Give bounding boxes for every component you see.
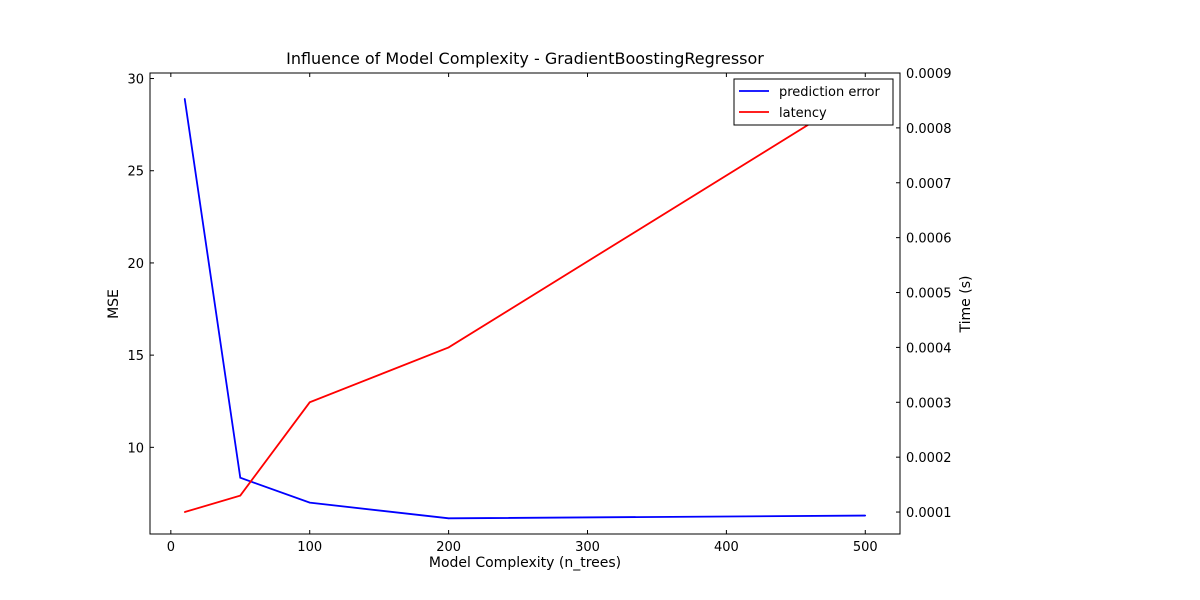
data-point-latency	[447, 346, 450, 349]
y-tick-label-right: 0.0009	[906, 67, 952, 82]
data-point-prediction-error	[308, 501, 311, 504]
series-line-latency	[184, 88, 866, 513]
legend-label-prediction-error: prediction error	[779, 85, 880, 100]
text-layer: Influence of Model Complexity - Gradient…	[106, 49, 974, 571]
y-tick-label-right: 0.0006	[906, 232, 952, 247]
y-tick-label-left: 20	[127, 257, 144, 272]
y-tick-label-left: 30	[127, 73, 144, 88]
data-point-latency	[183, 511, 186, 513]
y-tick-label-right: 0.0004	[906, 341, 952, 356]
legend: prediction error latency	[733, 78, 894, 126]
y-tick-label-right: 0.0007	[906, 177, 952, 192]
legend-label-latency: latency	[779, 106, 827, 121]
plot-frame	[149, 72, 901, 535]
data-point-latency	[239, 494, 242, 497]
y-tick-label-right: 0.0002	[906, 451, 952, 466]
y-tick-label-right: 0.0001	[906, 506, 952, 521]
y-axis-label-left: MSE	[106, 289, 122, 319]
x-tick-label: 500	[853, 540, 878, 555]
x-tick-label: 0	[167, 540, 175, 555]
legend-box	[733, 78, 894, 126]
x-tick-label: 200	[436, 540, 461, 555]
y-tick-label-right: 0.0005	[906, 287, 952, 302]
axes-layer: 0 100 200 300 400 500 10 15 20 25 30 0.0001 0.0002 0.…	[127, 67, 951, 555]
series-layer	[183, 88, 867, 520]
y-tick-label-right: 0.0003	[906, 396, 952, 411]
y-tick-label-left: 10	[127, 441, 144, 456]
x-tick-label: 400	[714, 540, 739, 555]
x-tick-label: 100	[297, 540, 322, 555]
y-axis-label-right: Time (s)	[958, 276, 974, 334]
data-point-prediction-error	[239, 476, 242, 479]
data-point-prediction-error	[447, 517, 450, 520]
x-tick-label: 300	[575, 540, 600, 555]
data-point-prediction-error	[183, 98, 186, 100]
data-point-prediction-error	[864, 514, 867, 517]
y-tick-label-left: 15	[127, 349, 144, 364]
y-tick-label-right: 0.0008	[906, 122, 952, 137]
chart-title: Influence of Model Complexity - Gradient…	[286, 49, 764, 68]
data-point-latency	[308, 401, 311, 404]
series-line-prediction-error	[183, 98, 866, 520]
y-tick-label-left: 25	[127, 165, 144, 180]
x-axis-label: Model Complexity (n_trees)	[429, 555, 621, 571]
